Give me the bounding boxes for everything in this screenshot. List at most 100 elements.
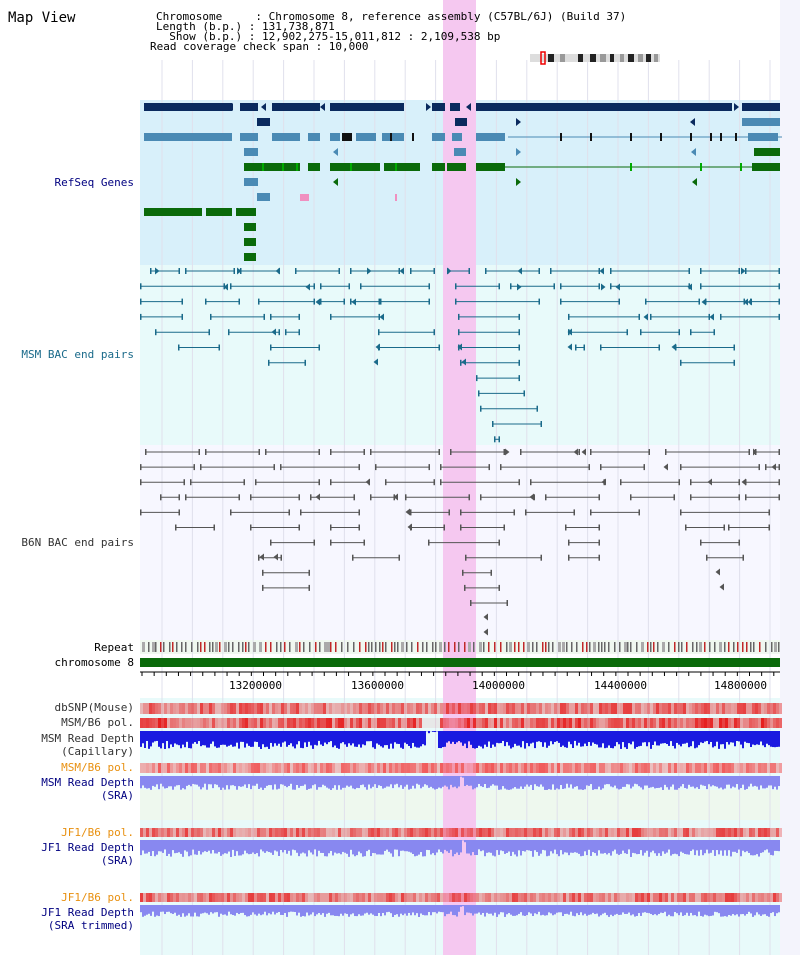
polymorphism-cell [578,828,581,837]
repeat-element [589,642,591,652]
polymorphism-cell [404,718,407,728]
polymorphism-cell [251,828,254,837]
read-depth-bar [738,731,740,742]
length-info: Length (b.p.) : 131,738,871 [156,20,335,33]
read-depth-bar [516,905,518,916]
strand-arrow [671,343,676,351]
read-depth-bar [420,840,422,853]
polymorphism-cell [260,828,263,837]
read-depth-bar [734,840,736,852]
read-depth-bar [242,840,244,855]
read-depth-bar [362,840,364,857]
polymorphism-cell [296,763,299,773]
bac-end [205,449,207,455]
polymorphism-cell [314,718,317,728]
gene-exon-mark [350,163,352,171]
polymorphism-cell [767,763,770,773]
polymorphism-cell [323,703,326,714]
read-depth-bar [358,776,360,789]
polymorphism-cell [512,828,515,837]
polymorphism-cell [308,703,311,714]
read-depth-bar [686,776,688,789]
polymorphism-cell [686,718,689,728]
polymorphism-cell [251,763,254,773]
polymorphism-cell [542,703,545,714]
read-depth-bar [586,905,588,916]
read-depth-bar [486,840,488,853]
read-depth-bar [386,905,388,913]
polymorphism-cell [446,893,449,902]
read-depth-bar [642,840,644,856]
read-depth-bar [582,905,584,916]
polymorphism-cell [206,703,209,714]
polymorphism-cell [191,703,194,714]
track-label-msm-bac[interactable]: MSM BAC end pairs [21,348,134,361]
polymorphism-cell [473,763,476,773]
polymorphism-cell [683,703,686,714]
read-depth-bar [168,776,170,787]
read-depth-bar [268,731,270,749]
bac-end [778,283,780,290]
read-depth-bar [688,731,690,748]
read-depth-bar [298,731,300,742]
polymorphism-cell [209,718,212,728]
read-depth-bar [376,905,378,917]
read-depth-bar [238,905,240,915]
polymorphism-cell [305,718,308,728]
read-depth-bar [324,776,326,786]
polymorphism-cell [659,718,662,728]
read-depth-bar [166,905,168,912]
read-depth-bar [586,840,588,856]
repeat-element [641,642,644,652]
read-depth-bar [180,905,182,917]
polymorphism-cell [569,763,572,773]
strand-arrow [365,478,370,486]
repeat-element [518,642,520,652]
bac-end [498,436,500,443]
read-depth-bar [178,905,180,915]
track-label-b6n-bac[interactable]: B6N BAC end pairs [21,536,134,549]
read-depth-bar [730,776,732,789]
read-depth-bar [710,731,712,742]
polymorphism-cell [542,718,545,728]
repeat-element [212,642,214,652]
bac-end [298,494,300,501]
strand-arrow [405,508,410,516]
read-depth-bar [656,905,658,916]
track-label-refseq-genes[interactable]: RefSeq Genes [54,176,134,189]
read-depth-bar [576,840,578,853]
polymorphism-cell [716,893,719,902]
bac-end [262,569,264,576]
polymorphism-cell [566,828,569,837]
read-depth-bar [490,776,492,786]
polymorphism-cell [305,763,308,773]
read-depth-bar [390,840,392,854]
polymorphism-cell [422,703,425,714]
polymorphism-cell [194,763,197,773]
read-depth-bar [412,905,414,913]
read-depth-bar [214,905,216,913]
read-depth-bar [688,840,690,855]
bac-end [778,268,780,274]
bac-end [553,283,555,290]
read-depth-bar [236,905,238,913]
read-depth-bar [582,731,584,747]
polymorphism-cell [371,828,374,837]
read-depth-bar [226,905,228,916]
gene-exon-mark [630,163,632,171]
read-depth-bar [202,840,204,853]
gene-exon-mark [390,133,392,141]
polymorphism-cell [203,763,206,773]
polymorphism-cell [236,718,239,728]
read-depth-bar [470,905,472,914]
polymorphism-cell [311,893,314,902]
bac-end [758,464,760,471]
read-depth-bar [286,905,288,917]
read-depth-bar [376,731,378,744]
polymorphism-cell [593,718,596,728]
polymorphism-cell [689,893,692,902]
read-depth-bar [374,840,376,854]
read-depth-bar [240,731,242,742]
read-depth-bar [488,840,490,853]
polymorphism-cell [455,763,458,773]
